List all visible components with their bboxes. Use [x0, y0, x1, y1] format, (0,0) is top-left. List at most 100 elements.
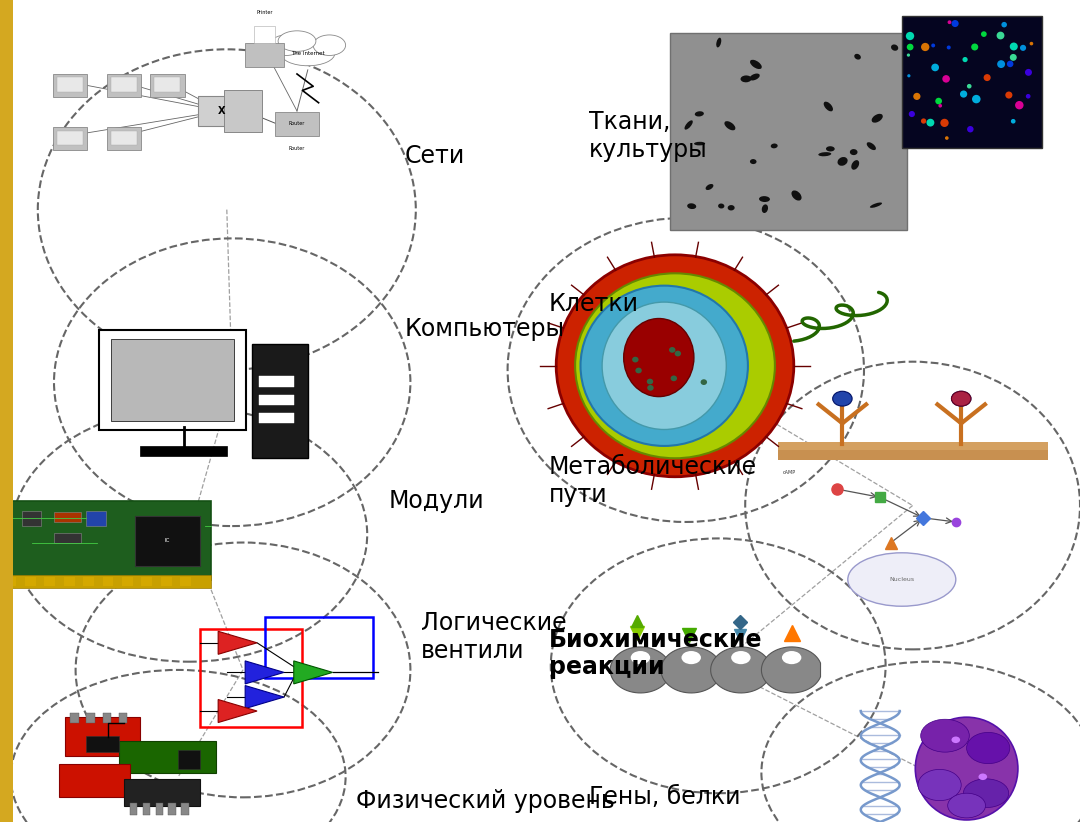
Polygon shape — [245, 661, 284, 684]
Ellipse shape — [951, 737, 960, 743]
Ellipse shape — [967, 84, 972, 89]
FancyBboxPatch shape — [53, 74, 87, 97]
FancyBboxPatch shape — [778, 442, 1048, 452]
FancyBboxPatch shape — [156, 803, 163, 815]
FancyBboxPatch shape — [54, 533, 81, 543]
Ellipse shape — [921, 118, 927, 123]
Text: Модули: Модули — [389, 489, 485, 514]
Ellipse shape — [931, 63, 939, 72]
Ellipse shape — [837, 157, 848, 166]
Ellipse shape — [1025, 69, 1032, 76]
Ellipse shape — [1026, 94, 1030, 99]
Ellipse shape — [576, 273, 775, 459]
FancyBboxPatch shape — [259, 395, 294, 405]
FancyBboxPatch shape — [99, 330, 246, 430]
Polygon shape — [661, 647, 720, 693]
Ellipse shape — [971, 44, 978, 50]
Ellipse shape — [687, 203, 697, 209]
Ellipse shape — [750, 159, 756, 164]
Ellipse shape — [716, 38, 721, 48]
Ellipse shape — [824, 102, 833, 111]
Ellipse shape — [1015, 101, 1024, 109]
Ellipse shape — [1005, 91, 1012, 99]
FancyBboxPatch shape — [275, 112, 319, 136]
Text: Биохимические
реакции: Биохимические реакции — [549, 627, 762, 680]
Ellipse shape — [581, 285, 748, 446]
FancyBboxPatch shape — [178, 750, 200, 769]
Ellipse shape — [951, 391, 971, 406]
Text: Nucleus: Nucleus — [889, 577, 915, 582]
FancyBboxPatch shape — [161, 577, 172, 586]
FancyBboxPatch shape — [103, 577, 113, 586]
Ellipse shape — [914, 93, 920, 100]
FancyBboxPatch shape — [70, 713, 79, 723]
Text: Сети: Сети — [405, 144, 465, 169]
Ellipse shape — [279, 30, 315, 51]
Text: Printer: Printer — [256, 10, 273, 15]
Ellipse shape — [556, 255, 794, 477]
Ellipse shape — [685, 120, 692, 130]
Ellipse shape — [948, 793, 986, 818]
FancyBboxPatch shape — [778, 450, 1048, 460]
Ellipse shape — [935, 98, 942, 104]
Ellipse shape — [819, 152, 832, 156]
Ellipse shape — [750, 60, 761, 69]
Ellipse shape — [731, 651, 751, 664]
FancyBboxPatch shape — [154, 77, 180, 92]
FancyBboxPatch shape — [103, 713, 111, 723]
FancyBboxPatch shape — [135, 516, 200, 566]
Ellipse shape — [850, 149, 858, 155]
Ellipse shape — [675, 351, 681, 357]
Ellipse shape — [313, 35, 346, 55]
Ellipse shape — [869, 202, 882, 208]
Polygon shape — [245, 686, 284, 709]
Ellipse shape — [701, 379, 707, 385]
Ellipse shape — [951, 20, 959, 27]
FancyBboxPatch shape — [0, 575, 211, 588]
FancyBboxPatch shape — [25, 577, 36, 586]
FancyBboxPatch shape — [54, 512, 81, 522]
Ellipse shape — [962, 57, 968, 62]
Ellipse shape — [681, 651, 701, 664]
Ellipse shape — [931, 44, 935, 48]
Polygon shape — [711, 647, 770, 693]
Ellipse shape — [718, 204, 725, 209]
Ellipse shape — [997, 32, 1004, 39]
FancyBboxPatch shape — [130, 803, 137, 815]
Ellipse shape — [1029, 42, 1034, 45]
Ellipse shape — [920, 719, 970, 752]
FancyBboxPatch shape — [259, 376, 294, 387]
FancyBboxPatch shape — [111, 131, 137, 145]
Bar — [0, 0, 13, 822]
FancyBboxPatch shape — [150, 74, 185, 97]
Text: IC: IC — [165, 538, 170, 543]
Ellipse shape — [728, 205, 734, 210]
FancyBboxPatch shape — [119, 713, 127, 723]
Ellipse shape — [1020, 45, 1026, 51]
Ellipse shape — [1001, 22, 1007, 27]
Ellipse shape — [981, 31, 987, 37]
FancyBboxPatch shape — [224, 90, 262, 132]
Text: Метаболические
пути: Метаболические пути — [549, 455, 757, 507]
FancyBboxPatch shape — [259, 413, 294, 423]
Ellipse shape — [761, 205, 768, 213]
Ellipse shape — [826, 146, 835, 151]
Ellipse shape — [854, 53, 861, 60]
Ellipse shape — [997, 60, 1005, 68]
FancyBboxPatch shape — [181, 803, 189, 815]
Polygon shape — [761, 647, 821, 693]
FancyBboxPatch shape — [86, 736, 119, 752]
Text: Ткани,
культуры: Ткани, культуры — [589, 109, 707, 162]
Text: Гены, белки: Гены, белки — [589, 785, 740, 810]
Polygon shape — [218, 631, 257, 654]
FancyBboxPatch shape — [245, 43, 284, 67]
FancyBboxPatch shape — [124, 779, 200, 806]
Ellipse shape — [967, 732, 1010, 764]
Polygon shape — [218, 700, 257, 723]
Ellipse shape — [907, 44, 914, 50]
Ellipse shape — [782, 651, 801, 664]
Ellipse shape — [833, 391, 852, 406]
Ellipse shape — [281, 41, 335, 66]
FancyBboxPatch shape — [902, 16, 1042, 148]
Ellipse shape — [939, 104, 942, 108]
